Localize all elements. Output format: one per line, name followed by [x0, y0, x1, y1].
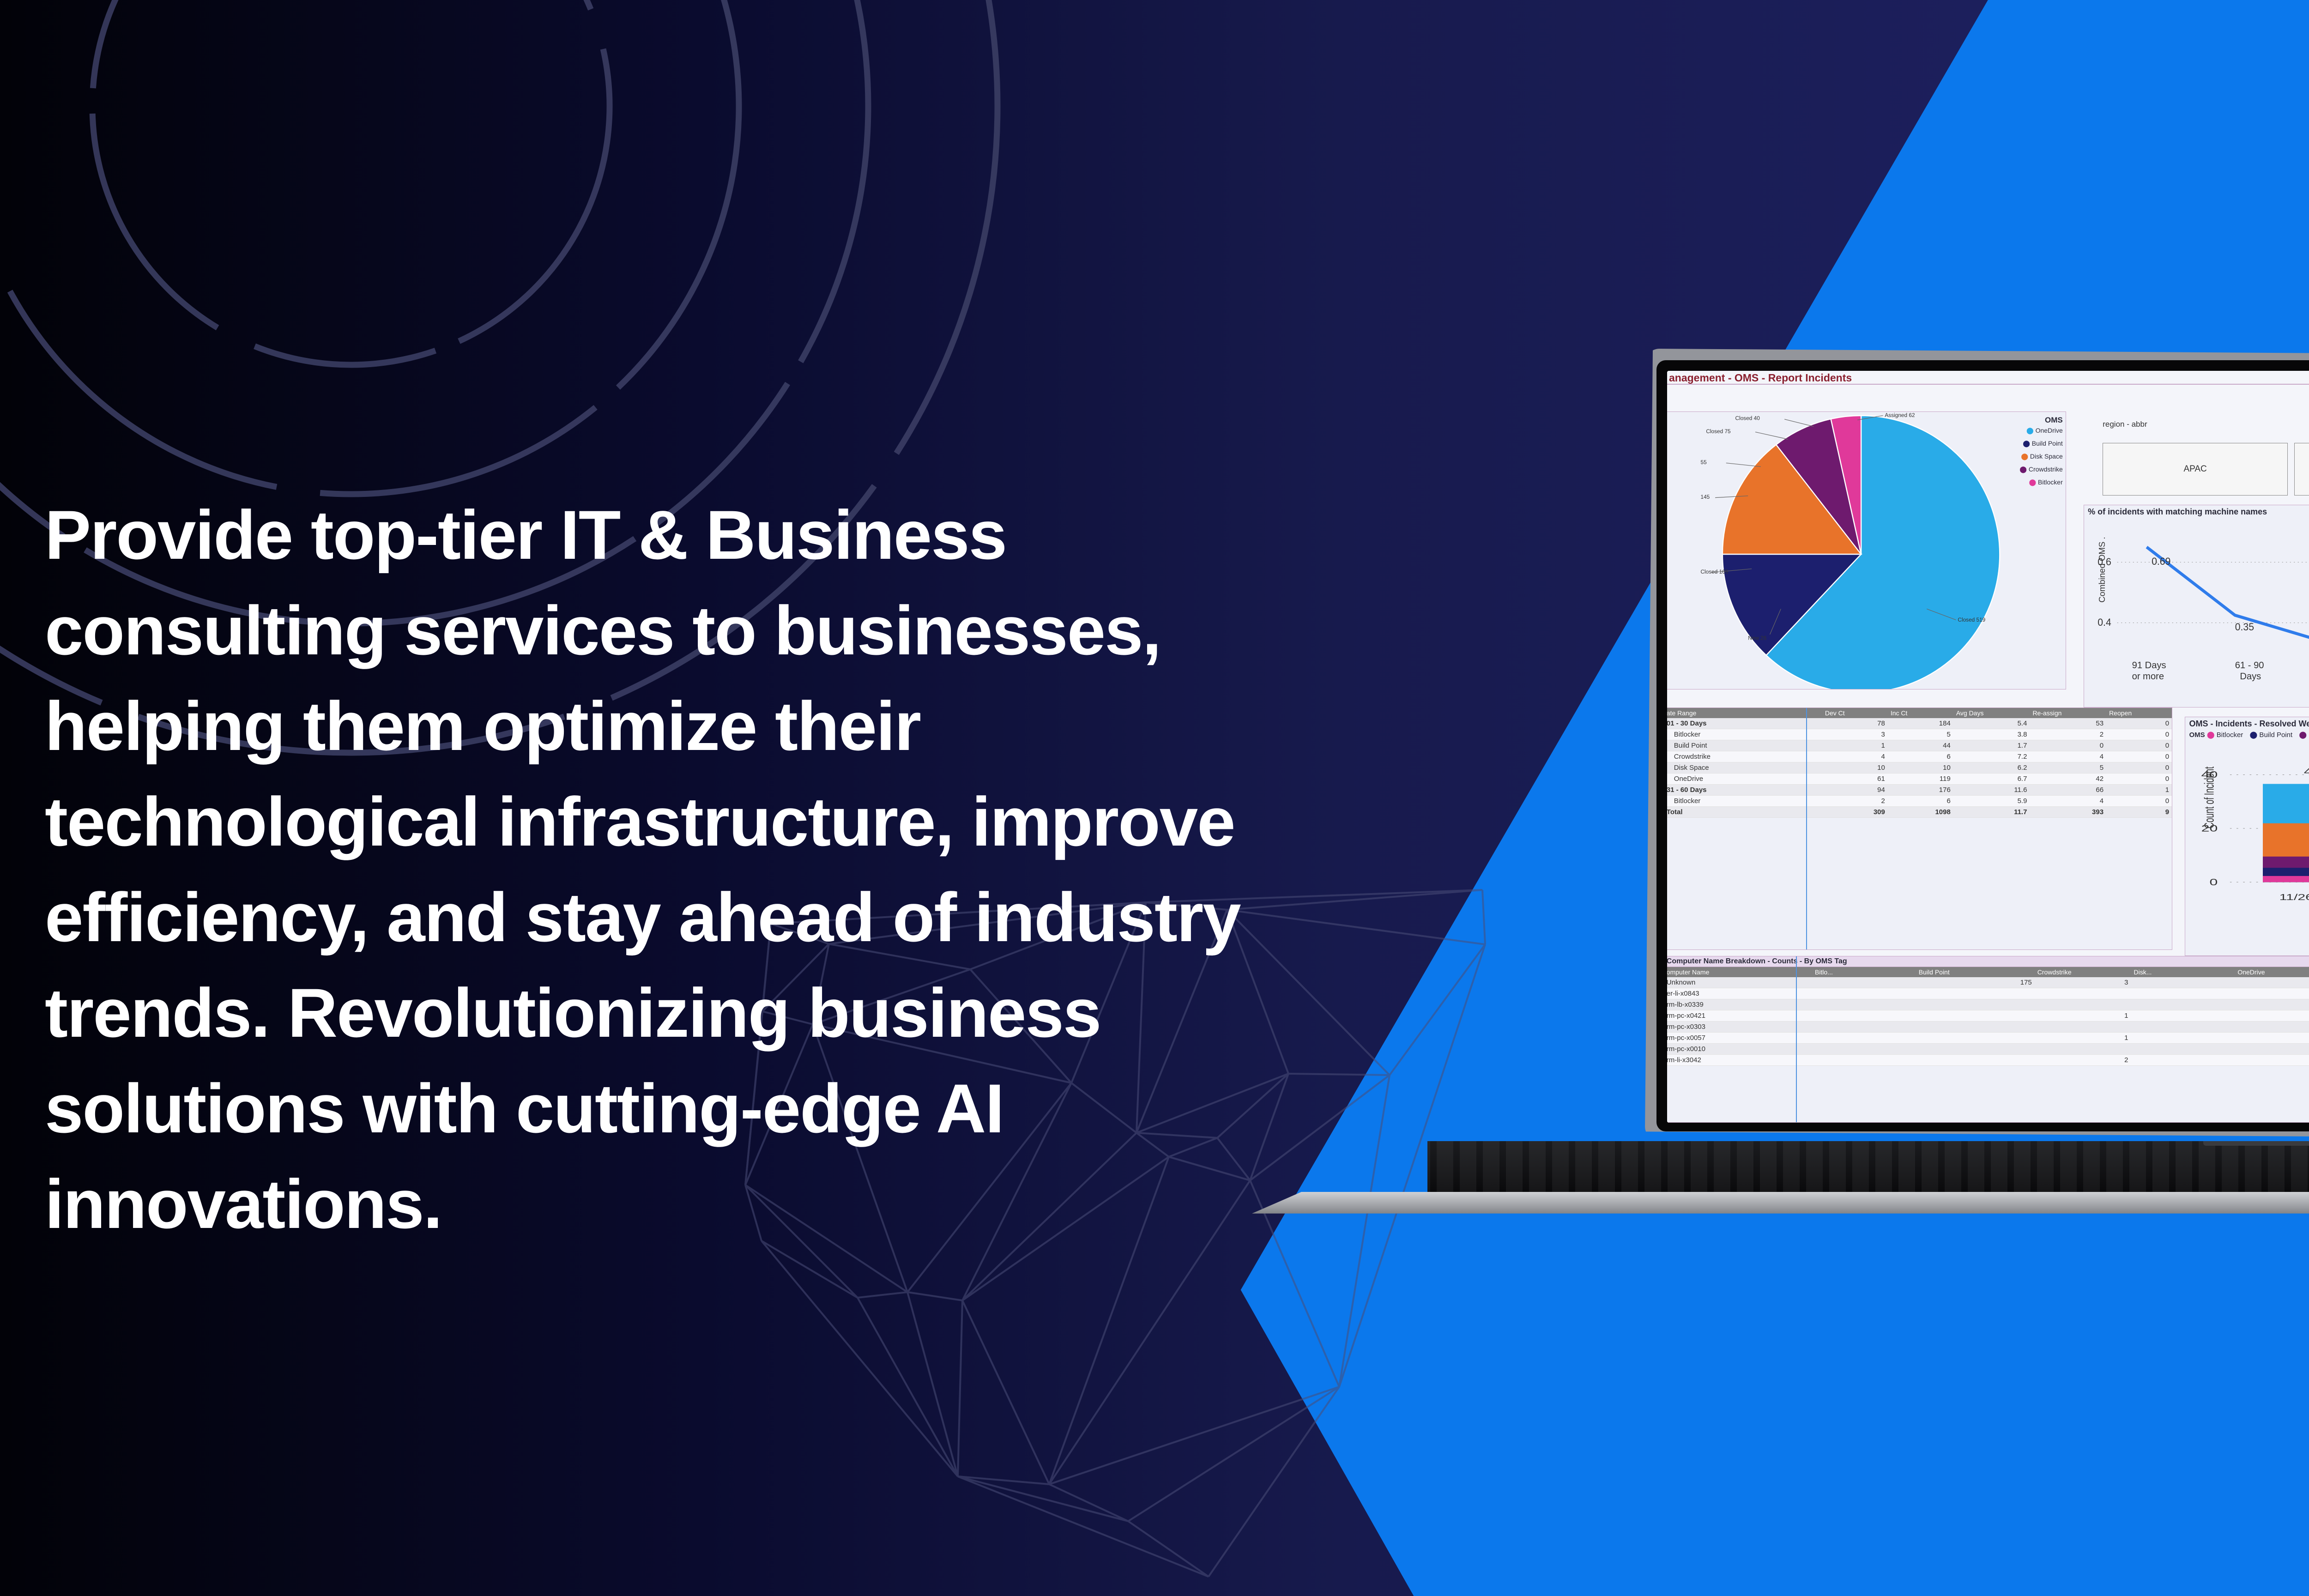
svg-text:Closed 75: Closed 75	[1706, 428, 1731, 435]
svg-text:Days: Days	[2240, 671, 2261, 682]
svg-text:20: 20	[2201, 823, 2218, 833]
svg-text:Combined OMS .: Combined OMS .	[2097, 537, 2107, 602]
svg-text:0.35: 0.35	[2235, 621, 2254, 633]
svg-text:91 Days: 91 Days	[2132, 660, 2166, 671]
svg-text:or more: or more	[2132, 671, 2164, 682]
svg-text:Closed 40: Closed 40	[1735, 415, 1760, 421]
svg-text:40: 40	[2201, 769, 2218, 780]
svg-text:Closed 519: Closed 519	[1958, 617, 1985, 623]
svg-text:Assigned 62: Assigned 62	[1885, 412, 1915, 418]
svg-text:0: 0	[2210, 877, 2218, 887]
svg-text:Closed 165: Closed 165	[1700, 568, 1728, 575]
svg-text:61 - 90: 61 - 90	[2235, 660, 2264, 671]
svg-text:New 26: New 26	[1748, 635, 1767, 641]
svg-text:55: 55	[1700, 459, 1707, 466]
svg-text:42: 42	[2304, 766, 2309, 776]
svg-text:145: 145	[1700, 494, 1710, 500]
svg-text:11/26/2023: 11/26/2023	[2279, 892, 2309, 902]
svg-text:0.69: 0.69	[2152, 555, 2170, 567]
svg-text:0.6: 0.6	[2097, 556, 2111, 567]
svg-text:0.4: 0.4	[2097, 617, 2111, 628]
